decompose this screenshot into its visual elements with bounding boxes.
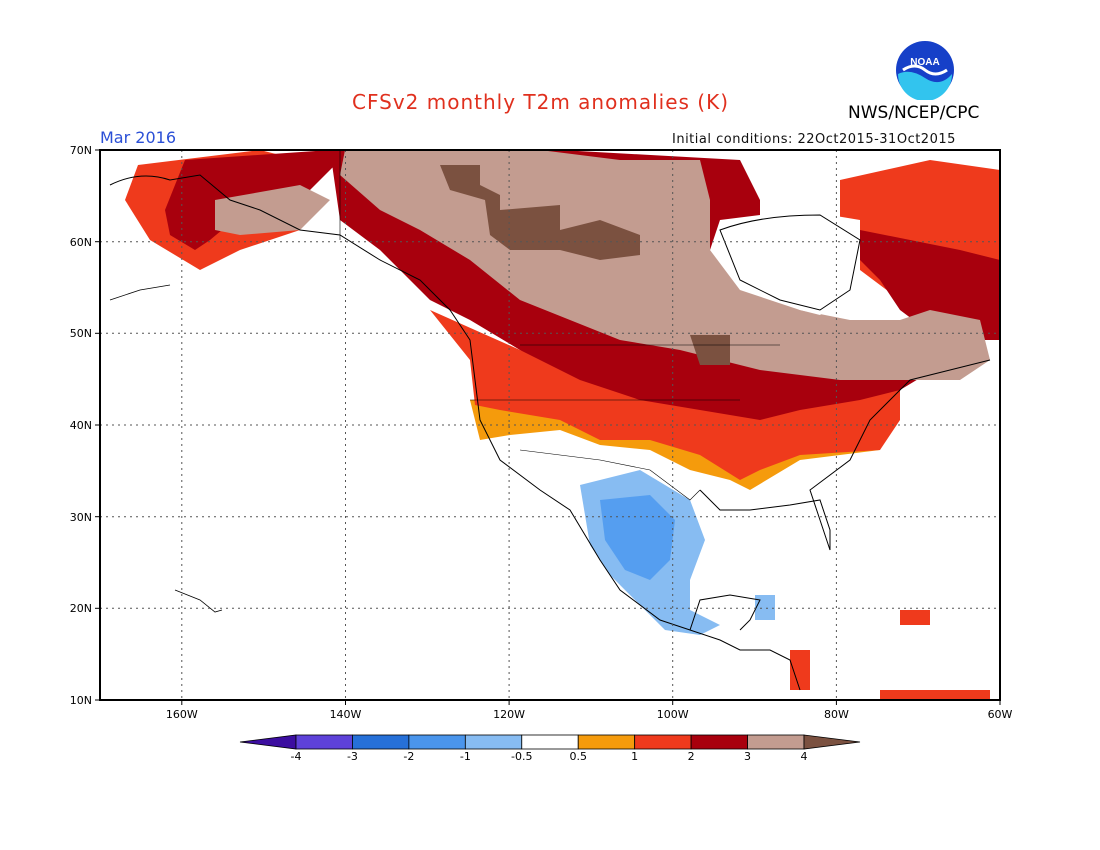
colorbar-swatch-0 xyxy=(239,734,297,750)
chart-title: CFSv2 monthly T2m anomalies (K) xyxy=(352,90,729,114)
colorbar-swatch-4 xyxy=(464,734,523,750)
lon-label-80w: 80W xyxy=(824,708,849,721)
anomaly-region-minus-1-minus-2 xyxy=(600,495,675,580)
lat-label-10: 10N xyxy=(70,694,92,707)
anomaly-region-3-4 xyxy=(215,150,990,380)
lon-label-100w: 100W xyxy=(657,708,689,721)
colorbar-swatch-8 xyxy=(690,734,748,750)
lat-label-40: 40N xyxy=(70,419,92,432)
agency-label: NWS/NCEP/CPC xyxy=(848,103,980,123)
lat-label-50: 50N xyxy=(70,327,92,340)
colorbar-label-0: -4 xyxy=(290,750,302,763)
colorbar xyxy=(239,734,861,750)
lat-axis: 70N 60N 50N 40N 30N 20N 10N xyxy=(70,144,100,707)
lon-axis: 160W 140W 120W 100W 80W 60W xyxy=(166,700,1013,721)
lon-label-120w: 120W xyxy=(493,708,525,721)
colorbar-label-9: 4 xyxy=(800,750,808,763)
lon-label-140w: 140W xyxy=(330,708,362,721)
colorbar-swatch-1 xyxy=(295,734,353,750)
colorbar-label-4: -0.5 xyxy=(511,750,533,763)
colorbar-label-2: -2 xyxy=(403,750,415,763)
lat-label-70: 70N xyxy=(70,144,92,157)
coastlines xyxy=(109,150,991,691)
colorbar-label-7: 2 xyxy=(687,750,695,763)
anomaly-region-above-4 xyxy=(440,165,730,365)
colorbar-swatch-10 xyxy=(803,734,861,750)
colorbar-label-1: -3 xyxy=(346,750,358,763)
initial-conditions: Initial conditions: 22Oct2015-31Oct2015 xyxy=(672,132,956,147)
lon-label-60w: 60W xyxy=(988,708,1013,721)
lon-label-160w: 160W xyxy=(166,708,198,721)
colorbar-swatch-3 xyxy=(408,734,466,750)
colorbar-label-8: 3 xyxy=(744,750,752,763)
hudson-bay xyxy=(720,210,860,315)
colorbar-swatch-7 xyxy=(634,734,692,750)
anomaly-fields xyxy=(125,150,1000,700)
colorbar-swatch-9 xyxy=(747,734,805,750)
colorbar-swatch-6 xyxy=(577,734,636,750)
lat-label-30: 30N xyxy=(70,511,92,524)
colorbar-swatch-5 xyxy=(521,734,579,750)
colorbar-label-3: -1 xyxy=(459,750,471,763)
colorbar-swatch-2 xyxy=(352,734,410,750)
lat-label-60: 60N xyxy=(70,236,92,249)
forecast-month: Mar 2016 xyxy=(100,128,176,147)
noaa-logo: NOAA xyxy=(895,40,955,101)
lat-label-20: 20N xyxy=(70,602,92,615)
colorbar-label-6: 1 xyxy=(631,750,639,763)
noaa-logo-text: NOAA xyxy=(910,57,939,68)
gridlines xyxy=(100,150,1000,700)
anomaly-region-minus-0.5-minus-1 xyxy=(580,470,775,635)
colorbar-label-5: 0.5 xyxy=(569,750,587,763)
